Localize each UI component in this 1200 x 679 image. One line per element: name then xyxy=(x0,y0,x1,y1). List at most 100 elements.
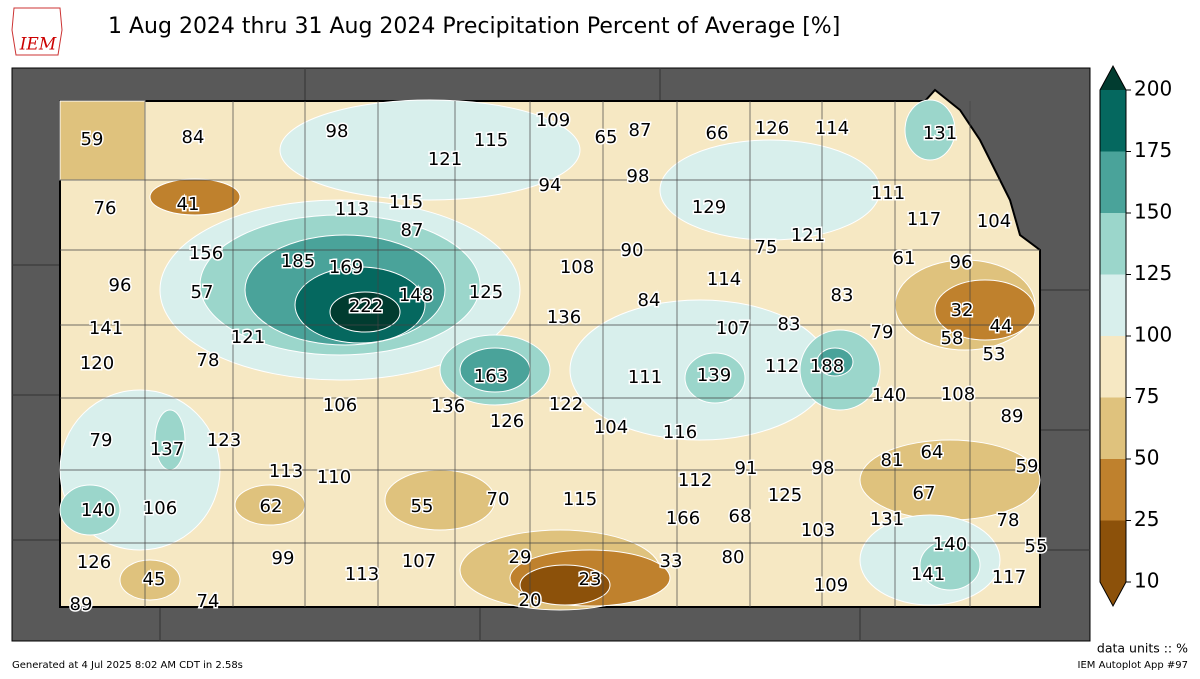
station-value: 113 xyxy=(335,199,369,220)
station-value: 106 xyxy=(143,498,177,519)
station-value: 112 xyxy=(678,470,712,491)
colorbar-tick-label: 125 xyxy=(1134,261,1172,285)
colorbar-segment xyxy=(1100,459,1126,521)
station-value: 44 xyxy=(990,316,1013,337)
state-boundaries xyxy=(12,68,1090,641)
station-value: 139 xyxy=(697,365,731,386)
station-value: 109 xyxy=(536,110,570,131)
station-value: 55 xyxy=(411,496,434,517)
units-label: data units :: % xyxy=(1097,641,1188,656)
station-value: 114 xyxy=(815,118,849,139)
station-value: 96 xyxy=(950,252,973,273)
station-value: 74 xyxy=(197,591,220,612)
station-value: 59 xyxy=(81,129,104,150)
colorbar-segment xyxy=(1100,336,1126,398)
station-value: 76 xyxy=(94,198,117,219)
station-value: 126 xyxy=(490,411,524,432)
station-value: 136 xyxy=(547,307,581,328)
station-value: 140 xyxy=(933,534,967,555)
logo: IEM xyxy=(11,7,63,56)
station-value: 64 xyxy=(921,442,944,463)
station-value: 166 xyxy=(666,508,700,529)
station-value: 68 xyxy=(729,506,752,527)
colorbar-segment xyxy=(1100,397,1126,459)
station-value: 67 xyxy=(913,483,936,504)
station-value: 141 xyxy=(89,318,123,339)
generated-note: Generated at 4 Jul 2025 8:02 AM CDT in 2… xyxy=(12,660,243,671)
station-value: 111 xyxy=(871,183,905,204)
station-value: 140 xyxy=(81,500,115,521)
colorbar-tick-label: 200 xyxy=(1134,77,1172,101)
station-value: 107 xyxy=(402,551,436,572)
station-value: 84 xyxy=(182,127,205,148)
colorbar-tick-label: 50 xyxy=(1134,446,1159,470)
station-value: 61 xyxy=(893,248,916,269)
station-value: 75 xyxy=(755,237,778,258)
station-value: 29 xyxy=(509,547,532,568)
station-value: 108 xyxy=(941,384,975,405)
station-value: 57 xyxy=(191,282,214,303)
station-value: 55 xyxy=(1025,536,1048,557)
station-value: 141 xyxy=(911,564,945,585)
station-value: 89 xyxy=(70,594,93,615)
station-value: 156 xyxy=(189,243,223,264)
station-value: 122 xyxy=(549,394,583,415)
station-value: 107 xyxy=(716,318,750,339)
station-value: 110 xyxy=(317,467,351,488)
station-value: 116 xyxy=(663,422,697,443)
colorbar-segment xyxy=(1100,90,1126,152)
logo-text: IEM xyxy=(19,35,57,55)
station-value: 104 xyxy=(594,417,628,438)
station-value: 59 xyxy=(1016,456,1039,477)
colorbar-tick-label: 150 xyxy=(1134,200,1172,224)
station-value: 117 xyxy=(992,567,1026,588)
colorbar-segment xyxy=(1100,151,1126,213)
station-value: 117 xyxy=(907,209,941,230)
station-value: 99 xyxy=(272,548,295,569)
station-value: 113 xyxy=(269,461,303,482)
station-value: 80 xyxy=(722,547,745,568)
colorbar-segment xyxy=(1100,274,1126,336)
station-value: 123 xyxy=(207,430,241,451)
station-value: 83 xyxy=(778,314,801,335)
station-value: 81 xyxy=(881,450,904,471)
station-value: 131 xyxy=(870,509,904,530)
station-value: 79 xyxy=(90,430,113,451)
colorbar-segment xyxy=(1100,520,1126,582)
station-value: 98 xyxy=(812,458,835,479)
station-value: 222 xyxy=(349,296,383,317)
station-value: 115 xyxy=(474,130,508,151)
station-value: 65 xyxy=(595,127,618,148)
station-value: 125 xyxy=(768,485,802,506)
station-value: 163 xyxy=(474,366,508,387)
station-value: 109 xyxy=(814,575,848,596)
station-value: 53 xyxy=(983,344,1006,365)
station-value: 78 xyxy=(197,350,220,371)
station-value: 66 xyxy=(706,123,729,144)
station-value: 125 xyxy=(469,282,503,303)
station-value: 148 xyxy=(399,285,433,306)
station-value: 89 xyxy=(1001,406,1024,427)
station-value: 137 xyxy=(150,439,184,460)
contour-fills xyxy=(59,99,1041,611)
station-value: 20 xyxy=(519,590,542,611)
station-value: 98 xyxy=(627,166,650,187)
station-value: 140 xyxy=(872,385,906,406)
colorbar-tick-label: 10 xyxy=(1134,569,1159,593)
station-value: 90 xyxy=(621,240,644,261)
station-value: 136 xyxy=(431,396,465,417)
colorbar-over xyxy=(1100,66,1126,90)
station-value: 129 xyxy=(692,197,726,218)
station-value: 78 xyxy=(997,510,1020,531)
colorbar-under xyxy=(1100,582,1126,606)
station-value: 79 xyxy=(871,322,894,343)
station-value: 103 xyxy=(801,520,835,541)
map-title: 1 Aug 2024 thru 31 Aug 2024 Precipitatio… xyxy=(108,14,840,39)
station-value: 121 xyxy=(231,327,265,348)
station-value: 70 xyxy=(487,489,510,510)
station-value: 115 xyxy=(389,192,423,213)
station-value: 126 xyxy=(77,552,111,573)
station-value: 185 xyxy=(281,251,315,272)
station-value: 131 xyxy=(923,123,957,144)
station-value: 94 xyxy=(539,175,562,196)
